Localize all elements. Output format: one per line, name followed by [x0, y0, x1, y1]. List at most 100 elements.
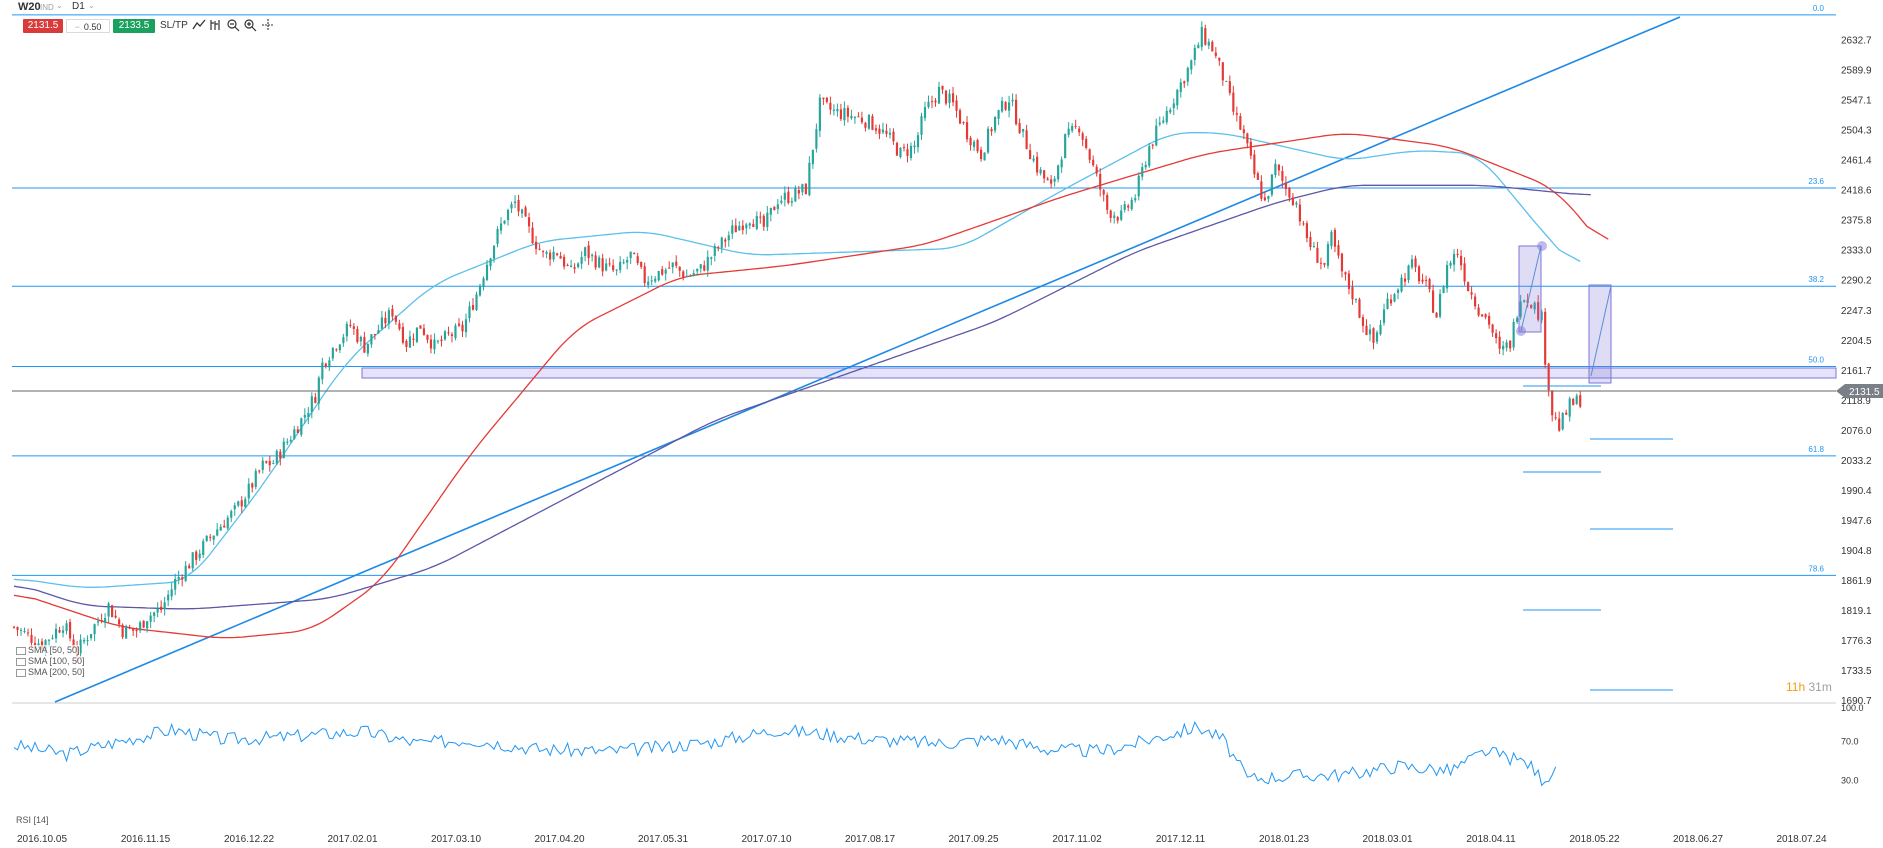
candle-body: [832, 109, 835, 111]
candle-body: [1295, 202, 1298, 205]
y-tick-label: 2632.7: [1841, 36, 1872, 47]
candle-body: [1572, 399, 1575, 406]
legend-sma200[interactable]: SMA [200, 50]: [16, 667, 85, 677]
candle-body: [240, 500, 243, 507]
candle-body: [146, 621, 149, 629]
candle-body: [1488, 315, 1491, 325]
candle-body: [556, 253, 559, 256]
candle-body: [1544, 311, 1547, 365]
candle-body: [1270, 174, 1273, 195]
candle-body: [1316, 247, 1319, 263]
candle-body: [1579, 395, 1582, 407]
candle-body: [951, 93, 955, 103]
candle-body: [685, 276, 688, 278]
projection-leg[interactable]: [1590, 285, 1612, 377]
candle-body: [79, 639, 82, 654]
volume-field[interactable]: −0.50: [66, 19, 110, 33]
candle-body: [549, 252, 552, 260]
zoom-out-icon[interactable]: [226, 18, 240, 32]
candle-body: [783, 192, 786, 200]
fibonacci-levels[interactable]: 0.0 23.6 38.2 50.0 61.8 78.6: [12, 4, 1836, 576]
fib-projections[interactable]: [1516, 241, 1673, 691]
legend-sma100[interactable]: SMA [100, 50]: [16, 656, 85, 666]
candle-body: [619, 261, 622, 271]
candle-body: [328, 360, 331, 368]
legend-sma50[interactable]: SMA [50, 50]: [16, 645, 80, 655]
support-zone[interactable]: [361, 367, 1837, 379]
volume-value: 0.50: [83, 22, 102, 32]
symbol-label[interactable]: W20: [18, 1, 41, 13]
candle-body: [1081, 133, 1084, 140]
projection-leg[interactable]: [1520, 245, 1542, 332]
candle-body: [86, 640, 89, 642]
candle-body: [247, 483, 250, 499]
candle-body: [1197, 45, 1200, 49]
sltp-button[interactable]: SL/TP: [160, 20, 188, 31]
buy-price-button[interactable]: 2133.5: [113, 19, 155, 33]
candle-body: [1474, 296, 1477, 307]
candle-body: [864, 122, 867, 128]
candle-body: [1085, 138, 1088, 148]
candle-body: [1239, 116, 1242, 130]
candle-body: [30, 634, 33, 643]
candle-body: [587, 245, 590, 259]
chart-toolbar: W20 IND ⌄ D1 ⌄ 2131.5 −0.50 2133.5 SL/TP: [0, 0, 1883, 34]
candle-body: [727, 235, 730, 241]
indicators-icon[interactable]: [209, 18, 223, 32]
candle-body: [934, 100, 937, 103]
candle-body: [307, 412, 310, 418]
candle-body: [843, 107, 846, 121]
trendline[interactable]: [54, 16, 1681, 703]
anchor-handle-icon[interactable]: [1537, 241, 1547, 251]
sma100-line[interactable]: [13, 133, 1609, 639]
candle-body: [808, 162, 811, 196]
zoom-in-icon[interactable]: [243, 18, 257, 32]
candle-body: [1218, 57, 1221, 61]
sma50-line[interactable]: [13, 132, 1581, 588]
volume-decrease-icon[interactable]: −: [74, 22, 80, 32]
candle-body: [1256, 173, 1259, 180]
line-chart-icon[interactable]: [192, 18, 206, 32]
candle-body: [811, 149, 814, 165]
symbol-dropdown-icon[interactable]: ⌄: [56, 1, 63, 10]
candle-body: [629, 251, 632, 259]
candle-body: [1134, 198, 1137, 201]
candle-body: [132, 628, 135, 631]
x-tick-label: 2018.01.23: [1259, 834, 1309, 845]
anchor-handle-icon[interactable]: [1516, 326, 1526, 336]
candle-body: [983, 152, 986, 161]
timeframe-dropdown-icon[interactable]: ⌄: [88, 1, 95, 10]
candle-body: [909, 145, 913, 158]
candle-body: [68, 621, 72, 639]
candle-body: [1347, 273, 1351, 289]
candle-body: [1389, 299, 1393, 304]
candle-body: [892, 131, 895, 142]
sma200-line[interactable]: [13, 184, 1591, 610]
candle-body: [1260, 181, 1263, 199]
candle-body: [1351, 287, 1354, 300]
candle-body: [89, 633, 93, 639]
fib-level-label: 38.2: [1808, 275, 1824, 284]
candle-body: [815, 129, 818, 149]
candle-body: [1470, 292, 1473, 295]
candle-body: [839, 109, 842, 120]
candle-body: [415, 327, 419, 342]
candle-body: [993, 117, 997, 131]
candle-body: [748, 223, 751, 226]
rsi-legend[interactable]: RSI [14]: [16, 815, 49, 825]
candle-body: [710, 257, 713, 259]
candle-body: [1211, 41, 1214, 52]
candle-body: [471, 305, 475, 310]
crosshair-icon[interactable]: [261, 18, 275, 32]
candle-body: [1144, 164, 1147, 168]
candle-body: [566, 264, 569, 266]
candle-body: [149, 615, 152, 622]
rsi-line[interactable]: [13, 720, 1557, 787]
sell-price-button[interactable]: 2131.5: [23, 19, 63, 33]
candle-body: [878, 128, 881, 134]
candle-body: [447, 332, 450, 334]
candle-body: [153, 612, 156, 616]
timeframe-label[interactable]: D1: [72, 1, 85, 12]
candle-body: [1438, 293, 1442, 317]
